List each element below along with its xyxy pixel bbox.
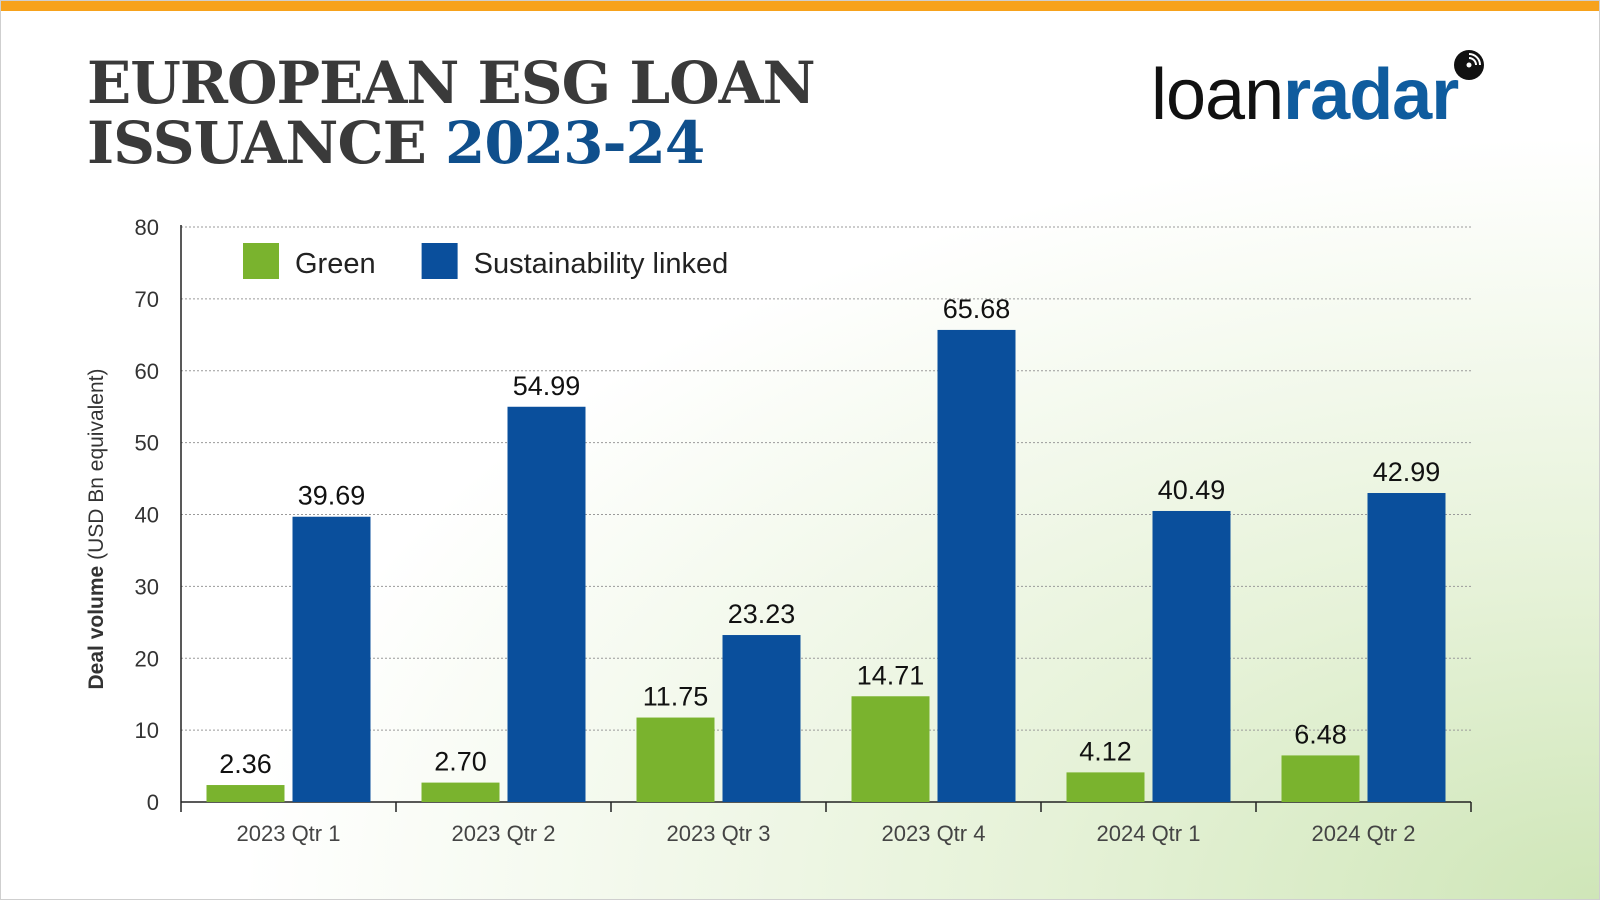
y-tick-label: 10 (135, 718, 159, 743)
bar-green (206, 785, 285, 802)
x-tick-label: 2024 Qtr 2 (1312, 821, 1416, 846)
data-label: 4.12 (1079, 736, 1132, 766)
y-tick-label: 30 (135, 574, 159, 599)
x-tick-label: 2023 Qtr 4 (882, 821, 986, 846)
brand-logo: loanradar (1151, 59, 1459, 131)
data-label: 14.71 (857, 660, 925, 690)
y-tick-label: 40 (135, 503, 159, 528)
data-label: 2.36 (219, 749, 272, 779)
data-label: 65.68 (943, 294, 1011, 324)
y-tick-label: 0 (147, 790, 159, 815)
bar-sustainability-linked (937, 329, 1016, 802)
y-tick-label: 80 (135, 215, 159, 240)
y-tick-label: 20 (135, 646, 159, 671)
legend-label: Sustainability linked (474, 248, 729, 280)
y-axis-label: Deal volume (USD Bn equivalent) (85, 369, 108, 690)
bar-sustainability-linked (1367, 493, 1446, 802)
legend-label: Green (295, 248, 376, 280)
data-label: 40.49 (1158, 475, 1226, 505)
data-label: 6.48 (1294, 719, 1347, 749)
bar-green (1066, 772, 1145, 802)
data-label: 23.23 (728, 599, 796, 629)
y-tick-label: 50 (135, 431, 159, 456)
data-label: 39.69 (298, 481, 366, 511)
title-year-range: 2023-24 (445, 109, 705, 177)
bar-green (421, 782, 500, 802)
legend-swatch-green (243, 243, 279, 279)
y-tick-label: 70 (135, 287, 159, 312)
logo-text-radar: radar (1283, 55, 1459, 135)
title-line-2-prefix: ISSUANCE (87, 109, 427, 177)
radar-icon (1454, 50, 1484, 80)
x-tick-label: 2023 Qtr 1 (237, 821, 341, 846)
bar-green (1281, 755, 1360, 802)
bar-sustainability-linked (507, 406, 586, 802)
y-axis-label-bold: Deal volume (85, 560, 108, 690)
data-label: 2.70 (434, 747, 487, 777)
title-line-1: EUROPEAN ESG LOAN (87, 49, 816, 117)
logo-text-loan: loan (1151, 55, 1284, 135)
bar-sustainability-linked (1152, 510, 1231, 802)
x-tick-label: 2024 Qtr 1 (1097, 821, 1201, 846)
title-line-2: ISSUANCE 2023-24 (87, 113, 815, 173)
bar-green (851, 696, 930, 802)
bar-sustainability-linked (292, 516, 371, 802)
bar-sustainability-linked (722, 635, 801, 802)
x-tick-label: 2023 Qtr 2 (452, 821, 556, 846)
y-axis-label-unit: (USD Bn equivalent) (85, 369, 108, 560)
data-label: 54.99 (513, 371, 581, 401)
data-label: 11.75 (643, 682, 709, 712)
data-label: 42.99 (1373, 457, 1441, 487)
legend-swatch-sustainability-linked (421, 243, 458, 279)
y-tick-label: 60 (135, 359, 159, 384)
bar-green (636, 717, 715, 802)
accent-bar (1, 1, 1599, 11)
x-tick-label: 2023 Qtr 3 (667, 821, 771, 846)
page-title: EUROPEAN ESG LOAN ISSUANCE 2023-24 (87, 49, 816, 173)
